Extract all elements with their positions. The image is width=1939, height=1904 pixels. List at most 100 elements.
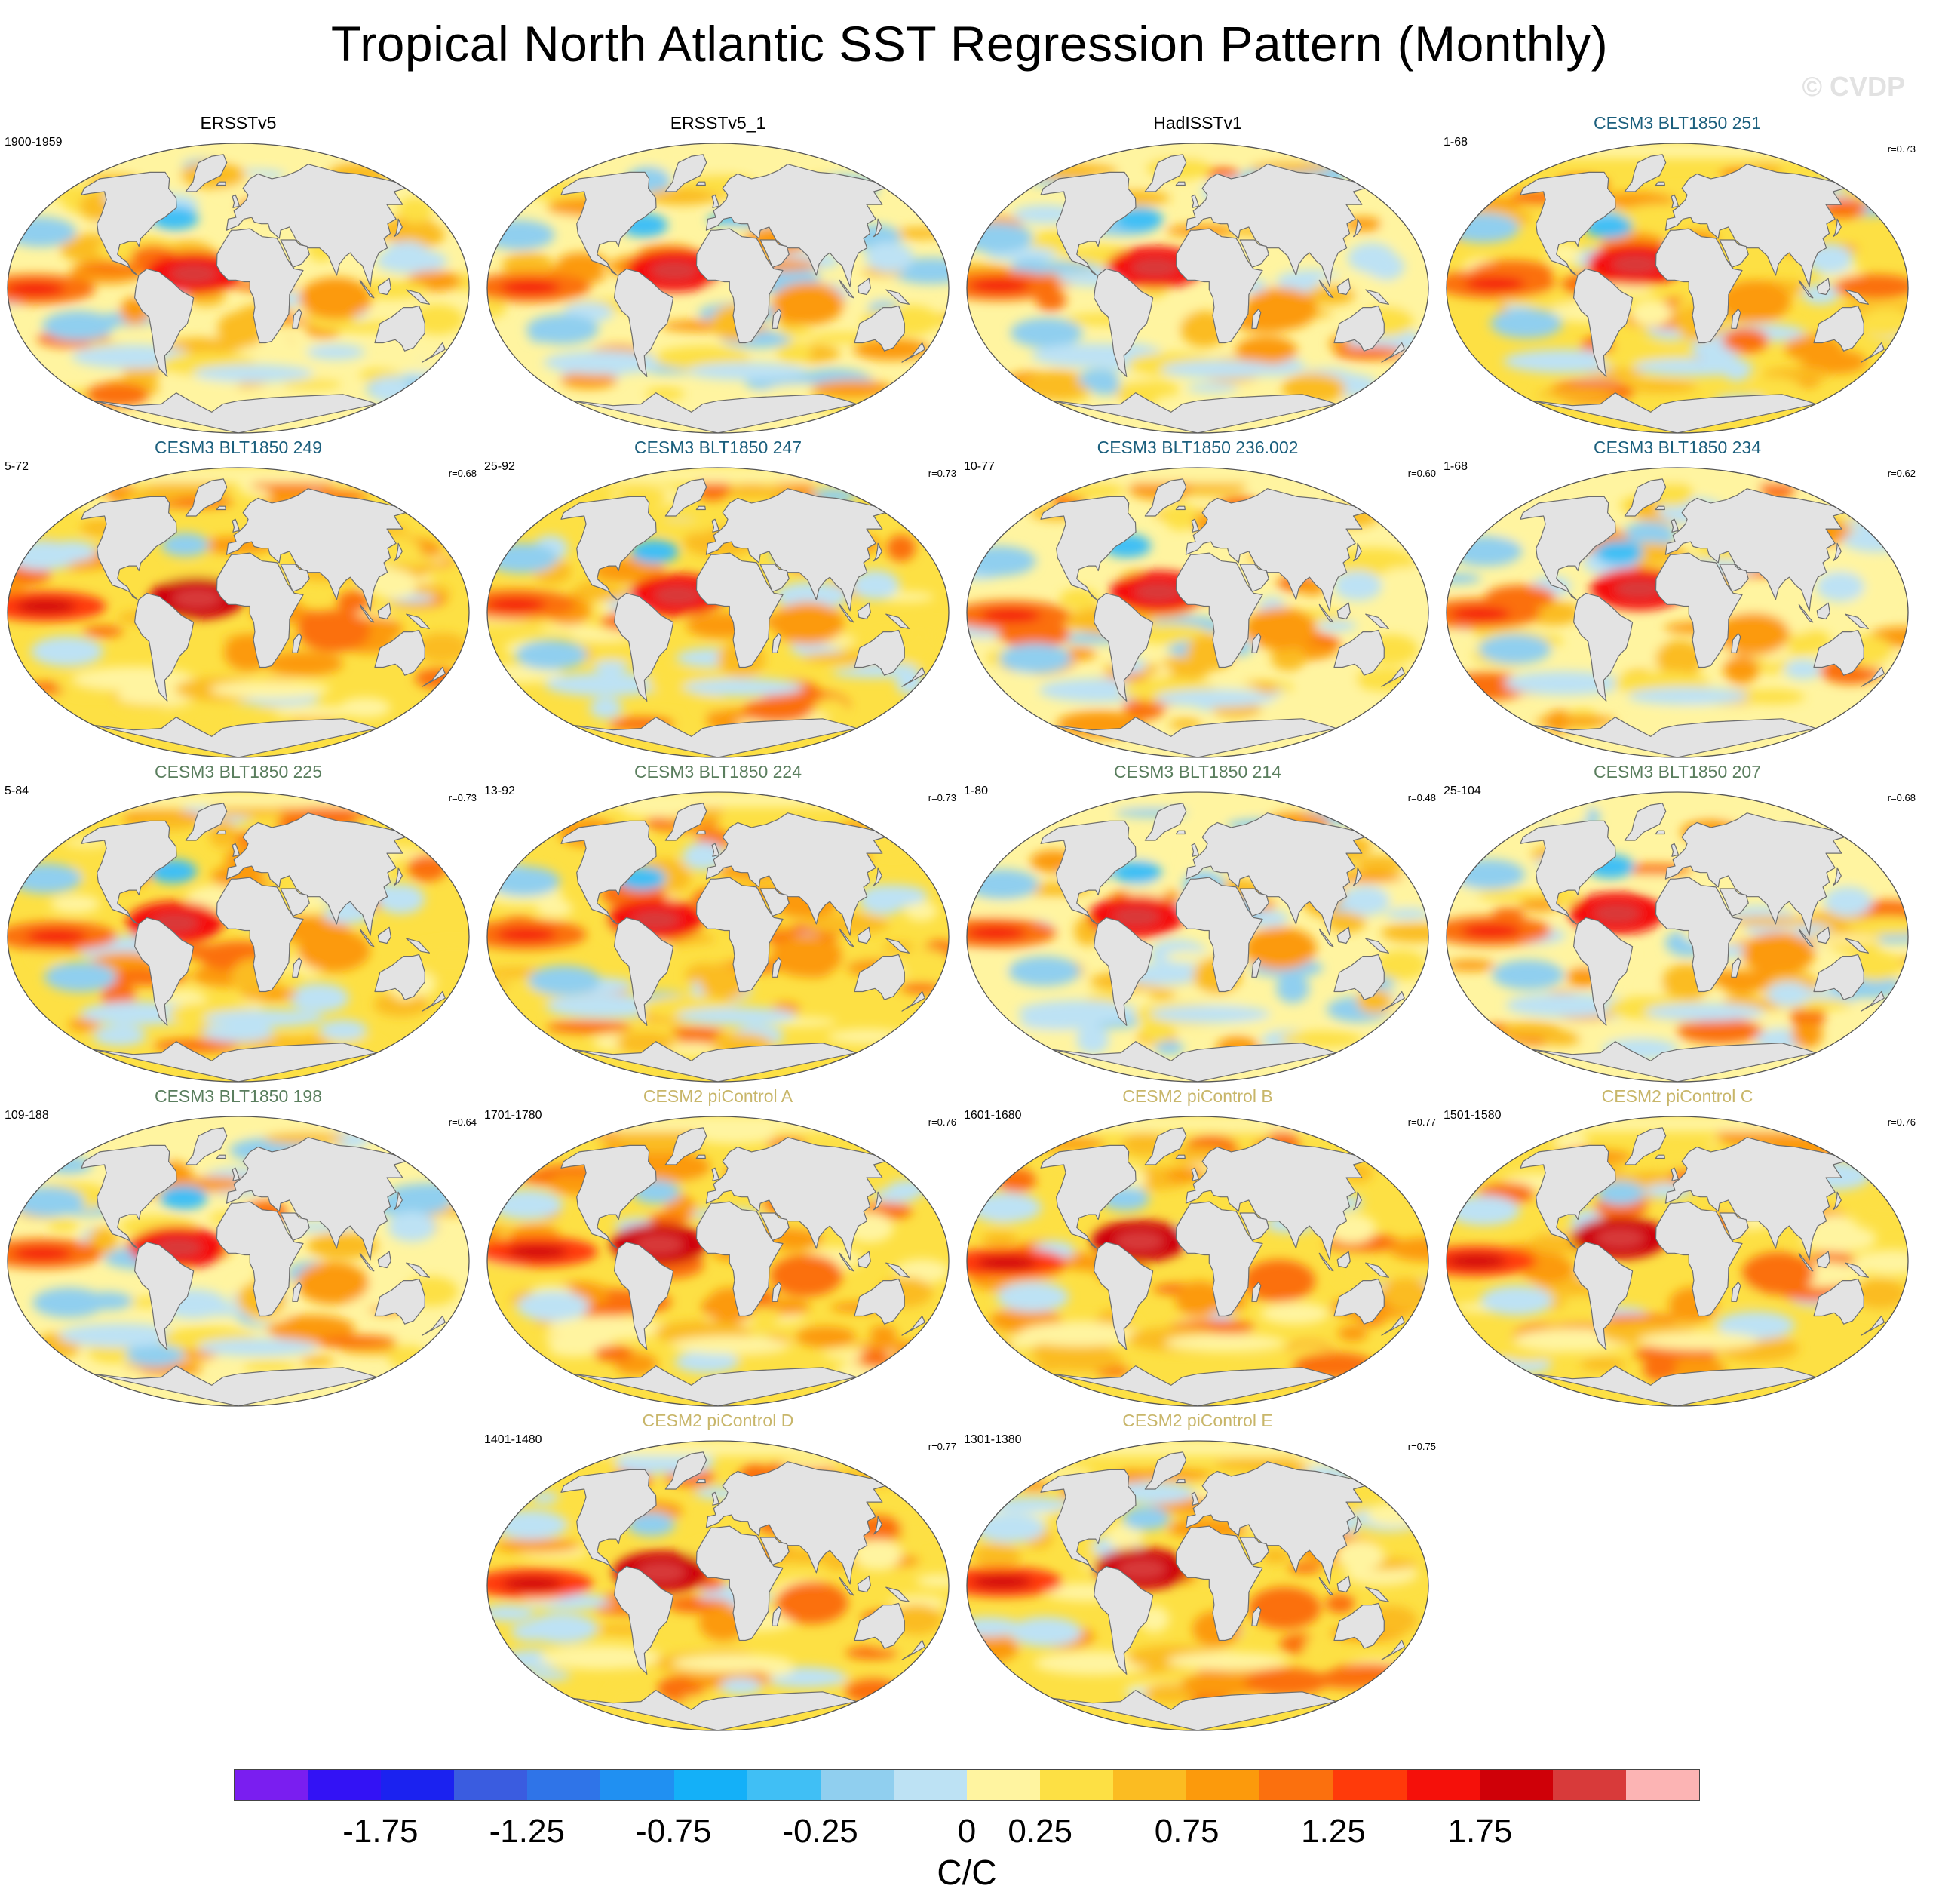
map-panel: CESM3 BLT1850 198 109-188 r=0.64 (0, 1086, 477, 1411)
continents (1040, 478, 1405, 757)
sst-regression-map (1446, 467, 1909, 758)
cvdp-watermark: © CVDP (1802, 71, 1905, 102)
panel-period: 1900-1959 (5, 136, 63, 149)
sst-regression-map (1446, 143, 1909, 434)
map-panel: CESM3 BLT1850 247 25-92 r=0.73 (480, 438, 956, 762)
panel-title: CESM2 piControl D (642, 1411, 794, 1430)
map-outline (486, 1116, 950, 1407)
map-outline (486, 1440, 950, 1731)
sst-regression-map (486, 1116, 950, 1407)
map-panel: CESM3 BLT1850 225 5-84 r=0.73 (0, 762, 477, 1086)
continents (560, 478, 925, 757)
map-outline (7, 467, 470, 758)
colorbar-tick-label: 0.75 (1154, 1813, 1220, 1850)
panel-title: CESM2 piControl B (1122, 1086, 1273, 1106)
continents (81, 154, 446, 433)
continents (560, 1451, 925, 1730)
panel-pattern-correlation: r=0.76 (928, 1116, 956, 1128)
panel-pattern-correlation: r=0.68 (448, 468, 477, 479)
continents (1040, 154, 1405, 433)
panel-title: CESM3 BLT1850 236.002 (1097, 438, 1299, 457)
map-outline (966, 143, 1429, 434)
sst-regression-map (7, 143, 470, 434)
panel-title: CESM2 piControl E (1122, 1411, 1273, 1430)
panel-title: HadISSTv1 (1153, 113, 1242, 133)
colorbar-tick-label: -0.25 (782, 1813, 858, 1850)
panel-period: 13-92 (484, 785, 515, 797)
panel-period: 5-84 (5, 785, 29, 797)
panel-pattern-correlation: r=0.64 (448, 1116, 477, 1128)
colorbar-swatch (1259, 1770, 1333, 1800)
panel-period: 109-188 (5, 1109, 49, 1122)
colorbar: -1.75 -1.25 -0.75 -0.25 0 0.25 0.75 1.25 1.75 C/… (234, 1769, 1700, 1892)
colorbar-swatch (1113, 1770, 1187, 1800)
panel-title: CESM2 piControl C (1601, 1086, 1753, 1106)
map-panel: CESM2 piControl B 1601-1680 r=0.77 (959, 1086, 1436, 1411)
map-outline (966, 791, 1429, 1083)
map-outline (7, 791, 470, 1083)
sst-regression-map (966, 143, 1429, 434)
continents (560, 1127, 925, 1406)
panel-period: 25-104 (1444, 785, 1481, 797)
colorbar-units: C/C (937, 1853, 997, 1892)
colorbar-swatch (600, 1770, 674, 1800)
sst-regression-map (1446, 1116, 1909, 1407)
map-outline (1446, 791, 1909, 1083)
map-panel: ERSSTv5_1 (480, 113, 956, 438)
continents (1520, 478, 1885, 757)
panel-title: CESM2 piControl A (643, 1086, 793, 1106)
map-outline (7, 1116, 470, 1407)
panel-period: 1601-1680 (964, 1109, 1022, 1122)
panel-pattern-correlation: r=0.73 (1887, 143, 1916, 155)
panel-title: CESM3 BLT1850 247 (634, 438, 802, 457)
colorbar-swatch (747, 1770, 821, 1800)
map-outline (1446, 467, 1909, 758)
panel-pattern-correlation: r=0.73 (928, 792, 956, 803)
colorbar-swatch (1625, 1770, 1699, 1800)
continents (560, 154, 925, 433)
panel-title: ERSSTv5_1 (670, 113, 766, 133)
colorbar-swatch (235, 1770, 308, 1800)
map-outline (1446, 1116, 1909, 1407)
panel-title: CESM3 BLT1850 234 (1593, 438, 1762, 457)
map-outline (966, 467, 1429, 758)
panel-title: CESM3 BLT1850 198 (154, 1086, 323, 1106)
panel-title: CESM3 BLT1850 207 (1593, 762, 1762, 782)
map-outline (966, 1440, 1429, 1731)
sst-regression-map (966, 467, 1429, 758)
colorbar-swatch (893, 1770, 967, 1800)
colorbar-swatch (1186, 1770, 1260, 1800)
map-panel: HadISSTv1 (959, 113, 1436, 438)
panel-title: CESM3 BLT1850 224 (634, 762, 802, 782)
panel-pattern-correlation: r=0.77 (928, 1441, 956, 1452)
map-panel: CESM3 BLT1850 207 25-104 r=0.68 (1439, 762, 1916, 1086)
panel-title: ERSSTv5 (200, 113, 277, 133)
continents (1520, 154, 1885, 433)
colorbar-tick-label: 1.25 (1301, 1813, 1366, 1850)
panel-pattern-correlation: r=0.60 (1407, 468, 1436, 479)
sst-regression-map (966, 1116, 1429, 1407)
panel-title: CESM3 BLT1850 249 (154, 438, 323, 457)
sst-regression-map (7, 467, 470, 758)
map-panel: CESM2 piControl E 1301-1380 r=0.75 (959, 1411, 1436, 1735)
map-panel: CESM3 BLT1850 249 5-72 r=0.68 (0, 438, 477, 762)
panel-period: 10-77 (964, 460, 995, 473)
panel-period: 1-68 (1444, 460, 1468, 473)
map-panel: CESM3 BLT1850 214 1-80 r=0.48 (959, 762, 1436, 1086)
panel-title: CESM3 BLT1850 225 (154, 762, 323, 782)
panel-period: 1401-1480 (484, 1433, 542, 1446)
continents (1040, 1127, 1405, 1406)
sst-regression-map (486, 791, 950, 1083)
panel-period: 1301-1380 (964, 1433, 1022, 1446)
colorbar-swatch (966, 1770, 1041, 1800)
panel-pattern-correlation: r=0.73 (448, 792, 477, 803)
map-panel: ERSSTv5 1900-1959 (0, 113, 477, 438)
sst-regression-map (486, 467, 950, 758)
panel-period: 1-80 (964, 785, 989, 797)
map-panel: CESM3 BLT1850 234 1-68 r=0.62 (1439, 438, 1916, 762)
colorbar-swatch (308, 1770, 382, 1800)
map-outline (1446, 143, 1909, 434)
map-outline (486, 467, 950, 758)
continents (1040, 1451, 1405, 1730)
panel-period: 5-72 (5, 460, 29, 473)
